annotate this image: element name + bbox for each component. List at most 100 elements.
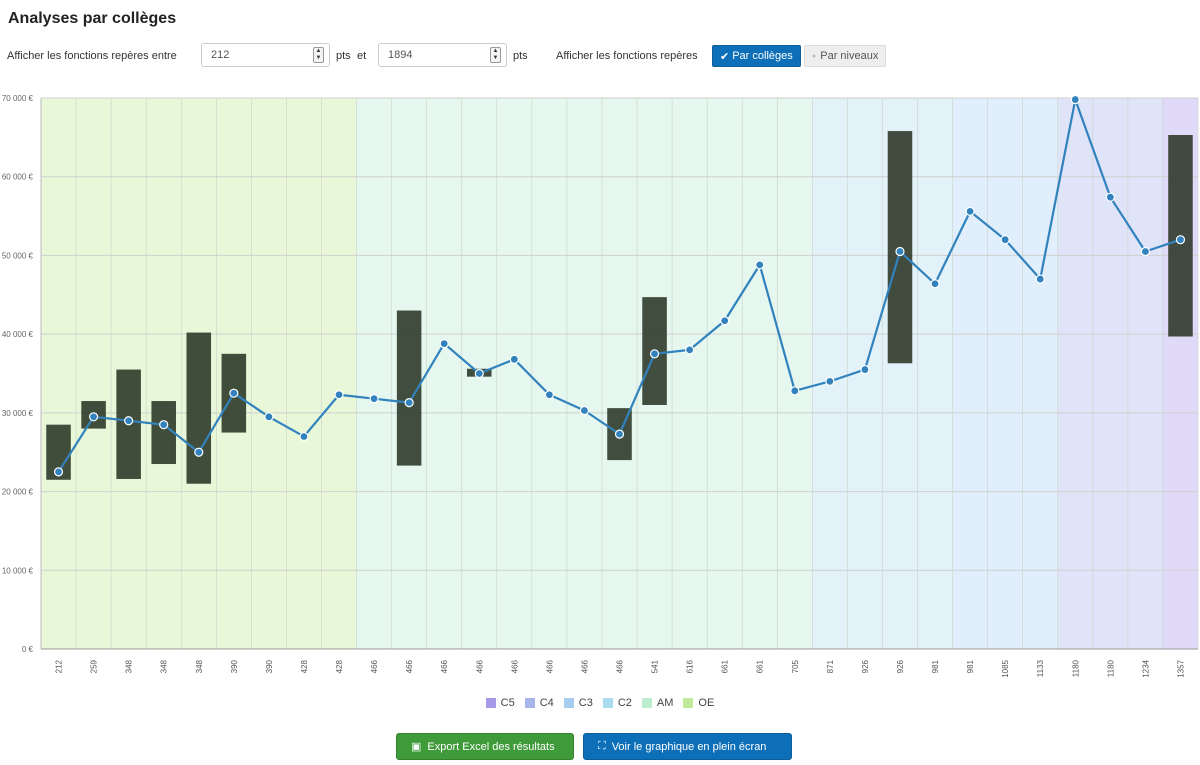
legend-swatch	[602, 698, 613, 708]
x-tick-label: 390	[265, 659, 274, 673]
view-by-level-button[interactable]: ● Par niveaux	[804, 45, 887, 67]
range-bar	[151, 401, 176, 465]
fullscreen-button[interactable]: ⛶ Voir le graphique en plein écran	[583, 733, 792, 760]
data-point	[895, 246, 905, 257]
x-tick-label: 466	[370, 659, 379, 673]
legend-item-c2[interactable]: C2	[602, 697, 632, 709]
legend-swatch	[641, 698, 652, 708]
data-point	[509, 354, 519, 364]
data-point	[685, 345, 695, 355]
and-label: et	[357, 50, 367, 62]
legend-item-c5[interactable]: C5	[485, 697, 515, 709]
legend-swatch	[563, 698, 574, 708]
y-tick-label: 40 000 €	[2, 330, 34, 339]
data-point	[299, 431, 309, 442]
unit-group-1: pts	[336, 44, 351, 68]
data-point	[1175, 235, 1186, 245]
view-by-level-label: Par niveaux	[820, 50, 879, 62]
y-tick-label: 0 €	[22, 645, 34, 654]
export-excel-button[interactable]: ▣ Export Excel des résultats	[396, 733, 574, 760]
x-tick-label: 466	[510, 659, 519, 673]
legend-label: AM	[656, 697, 674, 709]
legend-item-am[interactable]: AM	[641, 697, 674, 709]
data-point	[930, 279, 940, 289]
data-point	[159, 420, 169, 430]
data-point	[439, 338, 449, 349]
data-point	[194, 447, 204, 457]
filter-row: Afficher les fonctions repères entre	[7, 44, 177, 68]
legend-item-c4[interactable]: C4	[524, 697, 554, 709]
data-point	[264, 412, 274, 422]
legend-swatch	[524, 698, 535, 708]
data-point	[544, 390, 554, 400]
view-label: Afficher les fonctions repères	[556, 50, 698, 62]
view-group: Afficher les fonctions repères	[556, 44, 698, 68]
data-point	[755, 260, 765, 270]
range-bar	[186, 332, 212, 484]
data-point	[369, 394, 379, 404]
excel-file-icon: ▣	[411, 741, 422, 753]
data-point	[88, 412, 99, 422]
legend-label: C2	[617, 697, 632, 709]
x-tick-label: 926	[861, 659, 870, 673]
data-point	[1000, 235, 1010, 245]
data-point	[1070, 94, 1080, 105]
unchecked-dot-icon: ●	[812, 52, 817, 60]
data-point	[579, 405, 590, 416]
data-point	[124, 416, 134, 426]
band-c3	[952, 98, 1058, 649]
band-am	[356, 98, 813, 649]
fullscreen-label: Voir le graphique en plein écran	[611, 740, 767, 753]
max-points-spinner-icon[interactable]: ▲ ▼	[490, 47, 501, 63]
x-tick-label: 466	[580, 659, 589, 673]
band-c4	[1057, 98, 1163, 649]
x-tick-label: 1180	[1071, 659, 1080, 677]
legend-label: C4	[539, 697, 554, 709]
data-point	[860, 364, 870, 375]
min-points-value: 212	[211, 49, 230, 61]
filter-label: Afficher les fonctions repères entre	[7, 50, 177, 62]
x-tick-label: 661	[756, 659, 765, 673]
data-point	[1035, 274, 1045, 284]
x-tick-label: 871	[826, 659, 835, 673]
y-tick-label: 20 000 €	[2, 488, 34, 497]
x-tick-label: 1180	[1106, 659, 1115, 677]
y-tick-label: 70 000 €	[2, 94, 34, 103]
export-excel-label: Export Excel des résultats	[427, 740, 555, 753]
x-tick-label: 466	[405, 659, 414, 673]
view-by-college-label: Par collèges	[732, 50, 793, 62]
y-tick-label: 60 000 €	[2, 173, 34, 182]
expand-icon: ⛶	[598, 740, 606, 752]
legend-item-c3[interactable]: C3	[563, 697, 593, 709]
x-tick-label: 1085	[1001, 659, 1010, 677]
colleges-chart: 0 € 10 000 € 20 000 € 30 000 € 40 000 € 50 00…	[2, 94, 1199, 678]
legend-swatch	[485, 698, 496, 708]
min-points-spinner-icon[interactable]: ▲ ▼	[313, 47, 324, 63]
x-tick-label: 661	[721, 659, 730, 673]
y-tick-label: 10 000 €	[2, 566, 34, 575]
min-points-input[interactable]: 212 ▲ ▼	[201, 43, 330, 67]
x-tick-label: 981	[966, 659, 975, 673]
view-by-college-button[interactable]: ✔ Par collèges	[712, 45, 801, 67]
legend-item-oe[interactable]: OE	[683, 697, 714, 709]
unit-group-2: pts	[513, 44, 528, 68]
chart-legend: C5 C4 C3 C2 AM OE	[0, 697, 1200, 709]
data-point	[965, 206, 975, 216]
x-tick-label: 1357	[1176, 659, 1185, 677]
x-tick-label: 348	[125, 659, 134, 673]
x-tick-label: 428	[335, 659, 344, 673]
data-point	[334, 390, 344, 400]
x-tick-label: 926	[896, 659, 905, 673]
x-tick-label: 616	[686, 659, 695, 673]
max-points-input[interactable]: 1894 ▲ ▼	[378, 43, 507, 67]
x-tick-label: 428	[300, 659, 309, 673]
x-tick-label: 348	[195, 659, 204, 673]
x-tick-label: 466	[475, 659, 484, 673]
x-tick-label: 1133	[1036, 659, 1045, 677]
data-point	[1140, 246, 1151, 257]
x-tick-label: 1234	[1141, 659, 1150, 677]
y-tick-label: 50 000 €	[2, 251, 34, 260]
x-tick-label: 466	[616, 659, 625, 673]
data-point	[474, 368, 484, 379]
data-point	[229, 388, 239, 398]
